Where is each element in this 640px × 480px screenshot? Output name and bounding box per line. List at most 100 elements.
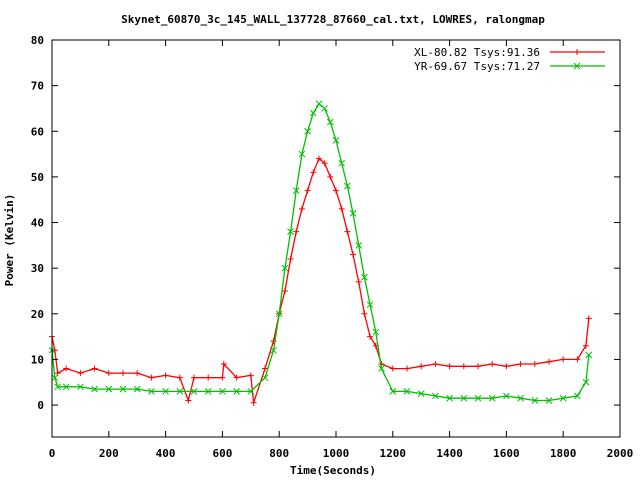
data-point: [148, 374, 155, 381]
data-point: [361, 273, 368, 281]
data-point: [176, 374, 183, 381]
data-point: [488, 394, 496, 402]
data-point: [460, 363, 467, 370]
series-2: [48, 100, 593, 404]
data-point: [275, 310, 283, 318]
data-point: [247, 372, 254, 379]
data-point: [367, 333, 374, 340]
data-point: [574, 392, 581, 400]
data-point: [250, 399, 257, 406]
data-point: [361, 310, 368, 317]
x-tick-label: 600: [212, 447, 232, 460]
x-tick-label: 1400: [436, 447, 463, 460]
data-point: [77, 370, 84, 377]
data-point: [261, 374, 269, 382]
data-point: [531, 397, 539, 404]
data-point: [262, 365, 268, 372]
data-point: [51, 347, 58, 354]
data-point: [372, 328, 380, 336]
data-point: [219, 374, 226, 381]
plot-frame: [51, 39, 621, 438]
data-point: [517, 394, 524, 402]
data-point: [298, 150, 306, 158]
data-point: [517, 360, 524, 367]
data-point: [327, 173, 334, 180]
x-tick-label: 1200: [380, 447, 407, 460]
series-line: [51, 102, 590, 402]
data-point: [162, 372, 169, 379]
data-point: [310, 169, 317, 176]
data-point: [105, 385, 113, 393]
x-tick-label: 1800: [550, 447, 577, 460]
y-tick-label: 0: [37, 399, 44, 412]
x-axis-label: Time(Seconds): [290, 464, 376, 477]
series-layer: [48, 100, 593, 406]
data-point: [220, 360, 227, 367]
legend-marker: [574, 49, 580, 55]
legend-label: XL-80.82 Tsys:91.36: [414, 46, 540, 59]
data-point: [582, 342, 589, 349]
data-point: [205, 374, 212, 381]
data-point: [105, 370, 112, 377]
data-point: [309, 109, 317, 117]
x-tick-label: 400: [156, 447, 176, 460]
data-point: [403, 388, 411, 395]
data-point: [418, 363, 425, 370]
data-point: [119, 385, 127, 393]
data-point: [432, 392, 439, 400]
data-point: [546, 358, 552, 365]
axes-layer: 0 200 400 600 800 1000 1200 1400 1600 1800 2000 0 10…: [31, 34, 634, 460]
data-point: [190, 388, 198, 395]
x-tick-label: 800: [269, 447, 289, 460]
data-point: [304, 127, 311, 135]
legend-marker: [573, 62, 581, 70]
data-point: [298, 205, 305, 212]
data-point: [148, 388, 155, 395]
data-point: [233, 374, 240, 381]
chart-title: Skynet_60870_3c_145_WALL_137728_87660_ca…: [121, 13, 545, 26]
data-point: [293, 228, 300, 235]
data-point: [389, 365, 396, 372]
data-point: [582, 378, 590, 386]
data-point: [247, 388, 255, 395]
data-point: [474, 394, 482, 402]
data-point: [332, 137, 340, 144]
data-point: [204, 388, 212, 395]
data-point: [344, 182, 351, 190]
data-point: [560, 356, 567, 363]
data-point: [574, 356, 581, 363]
y-tick-label: 60: [31, 125, 44, 138]
data-point: [355, 241, 363, 249]
data-point: [404, 365, 410, 372]
y-tick-label: 10: [31, 353, 44, 366]
data-point: [62, 383, 70, 391]
data-point: [315, 155, 322, 162]
data-point: [287, 228, 294, 236]
data-point: [545, 397, 553, 404]
data-point: [389, 388, 397, 395]
data-point: [333, 187, 339, 194]
y-tick-label: 50: [31, 171, 44, 184]
data-point: [531, 360, 538, 367]
data-point: [185, 397, 192, 404]
data-point: [63, 365, 70, 372]
data-point: [378, 365, 385, 372]
series-1: [49, 155, 592, 406]
x-tick-label: 1000: [323, 447, 350, 460]
data-point: [134, 370, 141, 377]
data-point: [338, 205, 345, 212]
data-point: [77, 383, 84, 391]
data-point: [585, 351, 593, 359]
data-point: [326, 118, 334, 126]
data-point: [176, 388, 184, 395]
data-point: [120, 370, 126, 377]
data-point: [281, 287, 288, 294]
data-point: [349, 210, 357, 217]
data-point: [446, 394, 453, 402]
x-tick-label: 1600: [493, 447, 520, 460]
x-tick-label: 0: [49, 447, 56, 460]
data-point: [54, 383, 62, 391]
y-axis-label: Power (Kelvin): [3, 194, 16, 287]
